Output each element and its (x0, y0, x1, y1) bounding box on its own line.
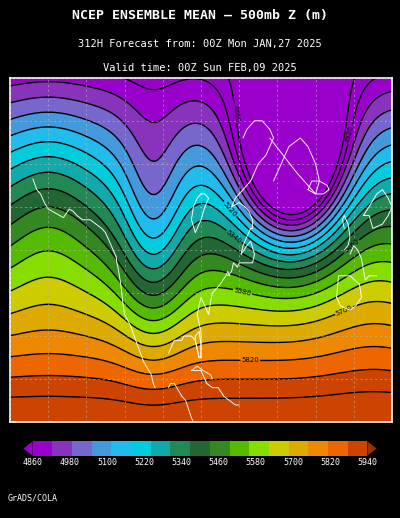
Bar (249, 441, 269, 456)
Bar (328, 441, 348, 456)
Bar (230, 441, 249, 456)
Bar (72, 441, 92, 456)
Text: 5100: 5100 (97, 458, 117, 467)
Text: 5820: 5820 (320, 458, 340, 467)
Text: 5340: 5340 (171, 458, 191, 467)
Text: 5820: 5820 (242, 357, 259, 364)
Text: 5340: 5340 (225, 228, 243, 244)
Text: 5700: 5700 (283, 458, 303, 467)
Text: 5580: 5580 (233, 287, 252, 297)
Text: 4980: 4980 (60, 458, 80, 467)
Bar (92, 441, 111, 456)
Text: 312H Forecast from: 00Z Mon JAN,27 2025: 312H Forecast from: 00Z Mon JAN,27 2025 (78, 38, 322, 49)
Bar (348, 441, 368, 456)
Bar (32, 441, 52, 456)
Text: 4860: 4860 (22, 458, 42, 467)
Text: GrADS/COLA: GrADS/COLA (8, 494, 58, 502)
Text: 4920: 4920 (345, 125, 355, 143)
Polygon shape (23, 441, 32, 456)
Bar (190, 441, 210, 456)
Text: 5220: 5220 (222, 200, 238, 218)
Text: 5580: 5580 (246, 458, 266, 467)
Bar (170, 441, 190, 456)
Text: 5700: 5700 (335, 304, 354, 317)
Text: NCEP ENSEMBLE MEAN – 500mb Z (m): NCEP ENSEMBLE MEAN – 500mb Z (m) (72, 8, 328, 22)
Bar (308, 441, 328, 456)
Text: 4860: 4860 (231, 104, 240, 123)
Bar (269, 441, 289, 456)
Bar (210, 441, 230, 456)
Text: 5940: 5940 (358, 458, 378, 467)
Polygon shape (368, 441, 377, 456)
Bar (52, 441, 72, 456)
Text: 5460: 5460 (209, 458, 229, 467)
Bar (131, 441, 151, 456)
Bar (289, 441, 308, 456)
Bar (151, 441, 170, 456)
Text: Valid time: 00Z Sun FEB,09 2025: Valid time: 00Z Sun FEB,09 2025 (103, 63, 297, 73)
Bar (111, 441, 131, 456)
Text: 5460: 5460 (343, 238, 360, 254)
Text: 5220: 5220 (134, 458, 154, 467)
